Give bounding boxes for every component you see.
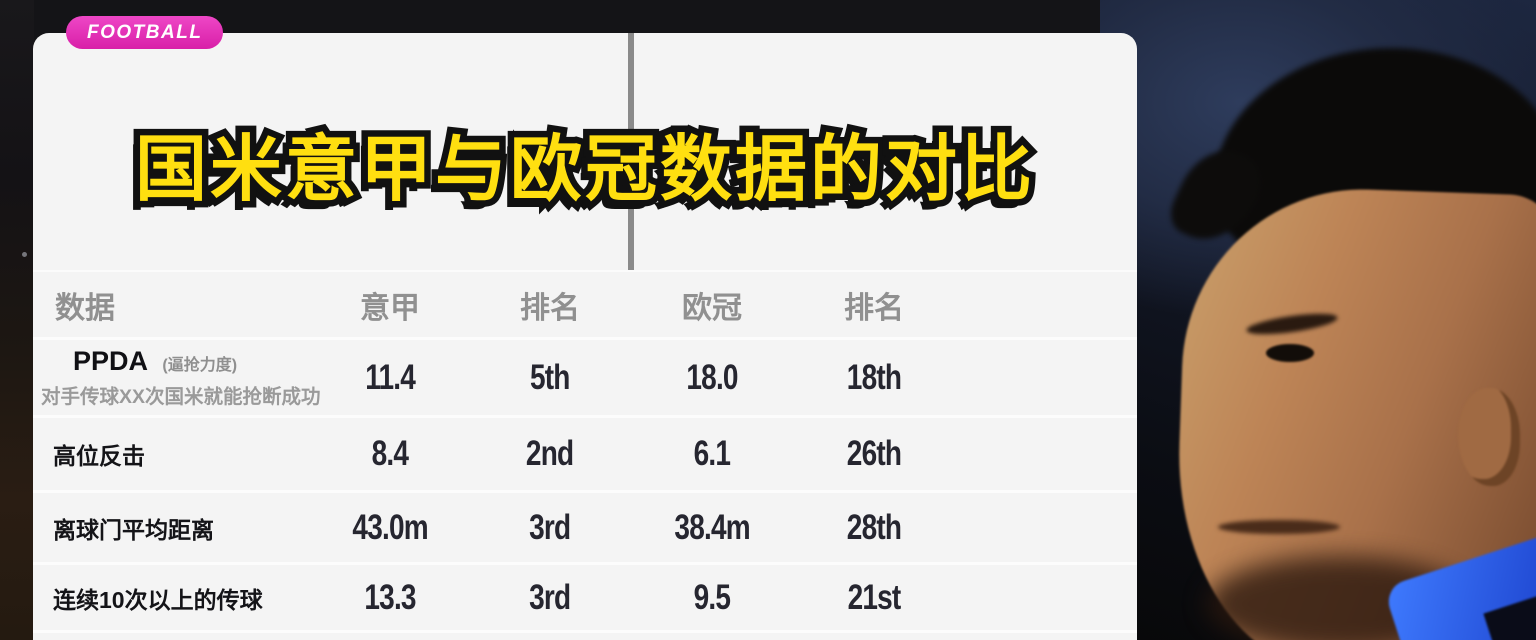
value-serie-a-rank: 3rd: [485, 508, 615, 548]
value-ucl: 18.0: [645, 358, 779, 398]
table-header-row: 数据 意甲 排名 欧冠 排名: [33, 270, 1137, 340]
value-ucl-rank: 21st: [779, 578, 969, 618]
value-text: 2nd: [526, 434, 574, 473]
page-title-text: 国米意甲与欧冠数据的对比: [134, 130, 1035, 210]
value-text: 43.0m: [352, 507, 428, 547]
value-text: 8.4: [371, 434, 409, 473]
player-photo: [1100, 0, 1536, 640]
metric-ppda-subtitle: 对手传球XX次国米就能抢断成功: [41, 386, 321, 408]
page-title-outline: 国米意甲与欧冠数据的对比: [128, 124, 1038, 217]
metric-ppda-note: (逼抢力度): [162, 357, 238, 374]
football-badge: FOOTBALL: [66, 16, 224, 49]
player-ear: [1458, 388, 1520, 486]
table-row: 高位反击 8.4 2nd 6.1 26th: [33, 418, 1137, 493]
metric-high-press: 高位反击: [53, 443, 145, 469]
header-metric: 数据: [55, 291, 115, 325]
table-row: PPDA (逼抢力度) 对手传球XX次国米就能抢断成功 11.4 5th 18.…: [33, 340, 1137, 418]
page-title: 国米意甲与欧冠数据的对比 国米意甲与欧冠数据的对比: [33, 124, 1137, 217]
value-text: 21st: [847, 577, 902, 617]
header-ucl: 欧冠: [682, 291, 742, 325]
value-serie-a: 43.0m: [295, 508, 485, 548]
value-text: 18.0: [686, 357, 738, 397]
value-text: 3rd: [529, 507, 571, 547]
value-serie-a-rank: 3rd: [485, 578, 615, 618]
table-row: 连续10次以上的传球 13.3 3rd 9.5 21st: [33, 565, 1137, 633]
value-ucl-rank: 26th: [779, 434, 969, 474]
value-text: 6.1: [693, 434, 731, 473]
header-serie-a: 意甲: [360, 291, 420, 325]
value-text: 5th: [530, 357, 570, 397]
table-row: 离球门平均距离 43.0m 3rd 38.4m 28th: [33, 493, 1137, 565]
metric-ppda-label: PPDA: [73, 346, 149, 376]
value-ucl-rank: 18th: [779, 358, 969, 398]
value-serie-a-rank: 2nd: [485, 434, 615, 474]
metric-avg-distance: 离球门平均距离: [53, 516, 214, 543]
value-text: 18th: [846, 357, 902, 397]
value-text: 26th: [846, 434, 902, 473]
background-left-strip: [0, 0, 34, 640]
value-serie-a: 8.4: [295, 434, 485, 474]
value-ucl-rank: 28th: [779, 508, 969, 548]
stats-table: 数据 意甲 排名 欧冠 排名 PPDA (逼抢力度) 对手传球XX次国米就能抢断…: [33, 270, 1137, 640]
player-eye: [1266, 344, 1314, 362]
player-mouth: [1218, 520, 1340, 534]
value-text: 13.3: [364, 577, 416, 617]
value-ucl: 38.4m: [645, 508, 779, 548]
value-text: 28th: [846, 507, 902, 547]
football-badge-label: FOOTBALL: [87, 21, 203, 43]
value-serie-a-rank: 5th: [485, 358, 615, 398]
value-text: 3rd: [529, 577, 571, 617]
value-serie-a: 11.4: [295, 358, 485, 398]
value-serie-a: 13.3: [295, 578, 485, 618]
header-serie-a-rank: 排名: [520, 291, 580, 325]
header-ucl-rank: 排名: [844, 291, 904, 325]
metric-ppda: PPDA (逼抢力度) 对手传球XX次国米就能抢断成功: [33, 346, 321, 409]
metric-ppda-line1: PPDA (逼抢力度): [39, 346, 295, 377]
value-ucl: 9.5: [645, 578, 779, 618]
stats-card: 国米意甲与欧冠数据的对比 国米意甲与欧冠数据的对比 数据 意甲 排名 欧冠 排名…: [33, 33, 1137, 640]
value-ucl: 6.1: [645, 434, 779, 474]
value-text: 11.4: [365, 357, 416, 397]
value-text: 9.5: [693, 577, 731, 617]
value-text: 38.4m: [674, 507, 750, 547]
background-glint: [22, 252, 27, 257]
metric-pass-sequences: 连续10次以上的传球: [53, 586, 263, 613]
table-row-partial: [33, 633, 1137, 640]
